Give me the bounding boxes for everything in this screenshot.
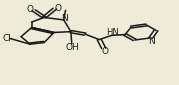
Text: N: N bbox=[61, 14, 67, 23]
Text: OH: OH bbox=[66, 43, 79, 52]
Text: N: N bbox=[148, 37, 155, 46]
Text: Cl: Cl bbox=[3, 34, 11, 43]
Text: O: O bbox=[101, 47, 108, 56]
Text: O: O bbox=[27, 5, 34, 14]
Text: HN: HN bbox=[106, 28, 118, 37]
Text: O: O bbox=[55, 4, 62, 13]
